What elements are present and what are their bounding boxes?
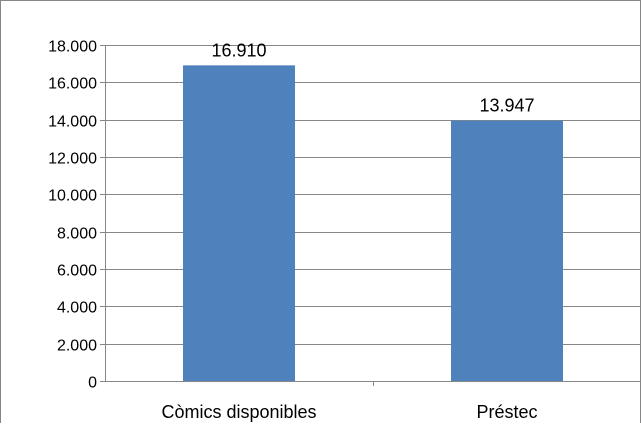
bars (183, 65, 563, 381)
labels: 0 2.000 4.000 6.000 8.000 10.000 12.000 14.000 1… (48, 39, 537, 423)
y-tick-label: 8.000 (57, 226, 97, 243)
x-category-label: Còmics disponibles (161, 402, 316, 422)
bar-1 (183, 65, 295, 381)
y-tick-label: 18.000 (48, 39, 97, 56)
y-tick-label: 6.000 (57, 263, 97, 280)
x-category-label: Préstec (476, 402, 537, 422)
y-tick-label: 0 (88, 375, 97, 392)
y-tick-label: 10.000 (48, 188, 97, 205)
y-tick-label: 4.000 (57, 300, 97, 317)
y-tick-label: 16.000 (48, 76, 97, 93)
y-tick-label: 2.000 (57, 338, 97, 355)
data-label: 13.947 (479, 96, 534, 116)
data-label: 16.910 (211, 40, 266, 60)
axes (100, 45, 641, 386)
bar-2 (451, 120, 563, 381)
y-tick-label: 12.000 (48, 151, 97, 168)
y-tick-label: 14.000 (48, 114, 97, 131)
